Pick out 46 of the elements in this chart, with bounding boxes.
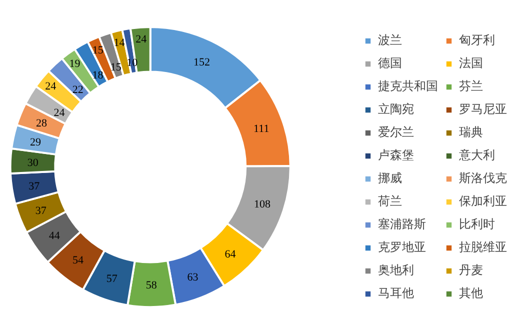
data-label: 108	[254, 198, 272, 210]
legend-label: 马耳他	[378, 284, 414, 302]
legend-label: 塞浦路斯	[378, 216, 426, 232]
data-label: 28	[36, 118, 48, 130]
data-label: 19	[69, 58, 81, 70]
data-label: 152	[193, 56, 210, 68]
legend-label: 其他	[459, 284, 483, 302]
legend-label: 意大利	[459, 146, 495, 164]
data-label: 24	[136, 34, 148, 46]
data-label: 24	[54, 107, 66, 120]
legend-label: 瑞典	[459, 124, 483, 140]
legend-label: 比利时	[459, 216, 495, 232]
data-label: 29	[30, 136, 42, 149]
data-label: 64	[224, 248, 236, 260]
data-label: 58	[146, 280, 158, 292]
legend-label: 保加利亚	[459, 192, 507, 210]
data-label: 63	[187, 272, 199, 284]
data-label: 22	[72, 84, 84, 96]
legend-label: 斯洛伐克	[459, 170, 507, 186]
legend-label: 法国	[459, 54, 483, 72]
legend-label: 拉脱维亚	[459, 238, 507, 256]
data-label: 30	[27, 156, 39, 169]
data-label: 57	[106, 273, 118, 286]
legend-label: 丹麦	[459, 262, 483, 278]
legend-label: 克罗地亚	[378, 238, 426, 256]
data-label: 54	[72, 254, 84, 267]
data-label: 37	[35, 205, 47, 218]
legend-label: 卢森堡	[378, 146, 414, 164]
legend-label: 捷克共和国	[378, 78, 438, 94]
legend-label: 德国	[378, 54, 402, 72]
data-label: 37	[28, 180, 40, 192]
data-label: 18	[92, 70, 104, 82]
legend-label: 奥地利	[378, 262, 414, 278]
legend-label: 挪威	[378, 170, 402, 186]
data-label: 111	[254, 123, 270, 136]
legend-label: 芬兰	[459, 78, 483, 94]
legend-label: 爱尔兰	[378, 124, 414, 140]
data-label: 10	[126, 57, 138, 70]
legend-label: 荷兰	[378, 192, 402, 210]
data-label: 15	[92, 44, 104, 56]
data-label: 24	[45, 80, 57, 93]
legend-label: 立陶宛	[378, 100, 414, 118]
data-label: 44	[48, 230, 60, 242]
legend-label: 波兰	[378, 32, 402, 48]
legend-label: 匈牙利	[459, 32, 495, 48]
legend-label: 罗马尼亚	[459, 100, 507, 118]
